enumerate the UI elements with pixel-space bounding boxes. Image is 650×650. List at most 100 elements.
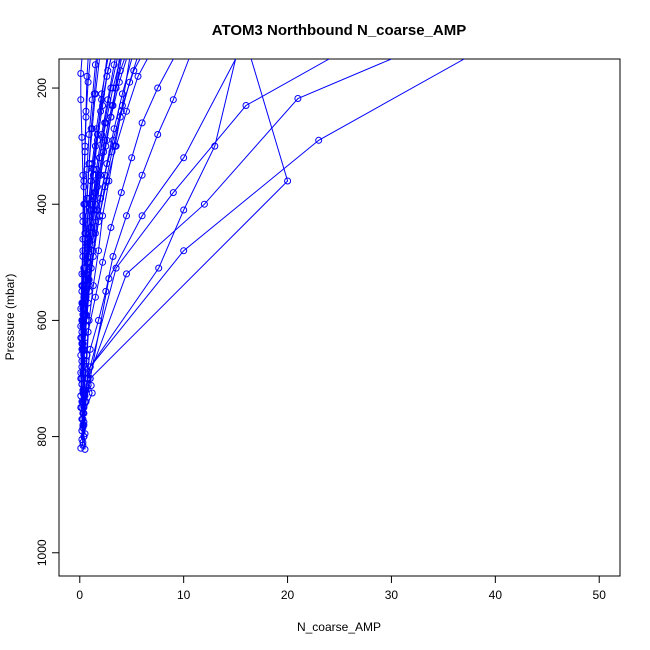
- data-point: [98, 131, 106, 138]
- data-point: [116, 67, 124, 75]
- y-tick-label: 200: [35, 78, 49, 98]
- data-point: [123, 212, 130, 220]
- data-point: [82, 107, 90, 115]
- data-point: [78, 299, 86, 307]
- data-point: [101, 183, 109, 191]
- data-point: [134, 72, 142, 80]
- data-point: [242, 102, 250, 109]
- data-point: [86, 363, 94, 371]
- data-point: [100, 148, 108, 156]
- data-point: [85, 241, 93, 249]
- data-point: [200, 200, 208, 208]
- series-line: [83, 59, 465, 423]
- series-line: [83, 59, 138, 362]
- data-point: [108, 148, 116, 156]
- profile-series: [80, 59, 392, 438]
- data-point: [112, 264, 120, 272]
- data-point: [90, 189, 98, 197]
- data-point: [155, 264, 163, 272]
- data-point: [86, 375, 94, 382]
- y-tick-label: 800: [35, 426, 49, 446]
- data-point: [92, 125, 100, 133]
- data-point: [83, 72, 91, 80]
- series-line: [81, 59, 121, 333]
- data-point: [294, 95, 302, 102]
- data-point: [89, 171, 97, 179]
- data-point: [80, 264, 88, 272]
- series-line: [80, 59, 97, 309]
- data-point: [77, 96, 85, 104]
- data-point: [315, 136, 323, 144]
- data-point: [154, 131, 162, 138]
- data-point: [107, 113, 115, 121]
- y-axis: 200 400 600 800 1000: [35, 78, 60, 566]
- data-point: [95, 171, 102, 179]
- data-point: [118, 90, 126, 98]
- data-point: [169, 189, 177, 197]
- y-tick-label: 400: [35, 194, 49, 214]
- data-point: [108, 102, 116, 109]
- data-point: [80, 311, 88, 319]
- data-point: [101, 136, 109, 144]
- data-point: [110, 61, 118, 69]
- data-point: [154, 84, 162, 92]
- data-point: [88, 389, 96, 397]
- data-point: [89, 206, 97, 214]
- y-tick-label: 600: [35, 310, 49, 330]
- data-point: [138, 119, 146, 127]
- x-tick-label: 30: [385, 588, 399, 602]
- profile-series: [78, 59, 237, 443]
- profile-series: [78, 59, 109, 307]
- data-point: [95, 247, 102, 255]
- data-point: [97, 107, 105, 115]
- data-point: [128, 154, 136, 162]
- x-tick-label: 20: [281, 588, 295, 602]
- series-line: [81, 59, 109, 304]
- series-line: [82, 59, 289, 428]
- x-tick-label: 0: [76, 588, 83, 602]
- x-tick-label: 40: [489, 588, 503, 602]
- data-point: [85, 131, 93, 138]
- data-point: [123, 270, 130, 278]
- data-point: [83, 165, 91, 173]
- series-line: [82, 59, 174, 450]
- data-point: [91, 61, 99, 69]
- data-point: [77, 70, 85, 77]
- profile-series: [77, 59, 99, 313]
- data-point: [107, 224, 115, 231]
- data-point: [79, 340, 87, 348]
- plot-data: [77, 59, 465, 453]
- data-point: [123, 107, 130, 115]
- data-point: [284, 177, 292, 185]
- profile-series: [80, 59, 138, 365]
- data-point: [109, 136, 117, 144]
- data-point: [97, 194, 105, 202]
- data-point: [105, 275, 113, 283]
- x-tick-label: 10: [177, 588, 191, 602]
- data-point: [89, 253, 97, 260]
- data-point: [126, 78, 134, 86]
- data-point: [80, 357, 88, 365]
- data-point: [180, 206, 188, 214]
- data-point: [80, 177, 88, 185]
- data-point: [180, 154, 188, 162]
- plot-area-frame: [58, 58, 621, 577]
- data-point: [79, 389, 87, 397]
- profile-series: [80, 59, 465, 426]
- data-point: [109, 253, 117, 260]
- y-axis-label: Pressure (mbar): [3, 274, 17, 361]
- data-point: [81, 445, 89, 453]
- x-axis-label: N_coarse_AMP: [297, 620, 381, 634]
- y-tick-label: 1000: [35, 539, 49, 566]
- data-point: [85, 194, 93, 202]
- data-point: [82, 229, 90, 237]
- data-point: [115, 78, 123, 86]
- data-point: [138, 212, 146, 220]
- data-point: [91, 142, 99, 150]
- data-point: [85, 287, 93, 295]
- data-point: [211, 142, 219, 150]
- data-point: [99, 258, 107, 266]
- profile-series: [78, 59, 190, 449]
- data-point: [103, 72, 111, 80]
